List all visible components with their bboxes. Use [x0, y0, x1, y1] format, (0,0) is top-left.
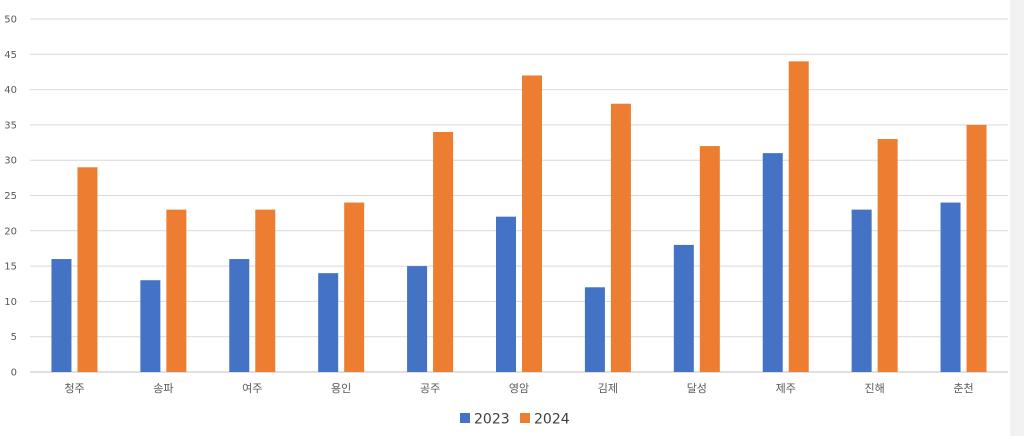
x-category-label: 용인 [331, 382, 351, 395]
x-category-label: 달성 [687, 382, 707, 395]
x-category-label: 제주 [776, 382, 796, 395]
bar-2023-용인 [318, 273, 339, 372]
x-category-label: 청주 [64, 382, 84, 395]
bar-2024-춘천 [966, 124, 987, 373]
y-tick-label: 40 [4, 85, 17, 96]
bar-2024-여주 [255, 209, 276, 372]
bar-2023-청주 [51, 259, 72, 372]
y-tick-label: 50 [4, 15, 17, 26]
x-category-label: 영암 [509, 382, 529, 395]
bar-2023-진해 [851, 209, 872, 372]
bar-2023-제주 [762, 153, 783, 372]
legend: 2023 2024 [460, 412, 570, 428]
bar-2023-춘천 [940, 202, 961, 372]
y-tick-label: 10 [4, 297, 17, 308]
bar-2024-김제 [610, 103, 631, 372]
x-category-label: 송파 [153, 382, 173, 395]
bar-2023-달성 [673, 244, 694, 372]
legend-swatch-2023 [460, 413, 470, 423]
bar-2024-용인 [344, 202, 365, 372]
x-category-label: 여주 [242, 382, 262, 395]
legend-label-2024: 2024 [534, 412, 570, 428]
y-tick-label: 35 [4, 120, 17, 131]
legend-label-2023: 2023 [474, 412, 510, 428]
y-axis-ticks: 0 5 10 15 20 25 30 35 40 45 50 [4, 15, 17, 379]
y-tick-label: 30 [4, 156, 17, 167]
bar-2023-공주 [407, 266, 428, 372]
x-category-label: 김제 [598, 382, 618, 395]
y-tick-label: 45 [4, 50, 17, 61]
bars [51, 61, 987, 373]
bar-2024-제주 [788, 61, 809, 373]
x-axis-categories: 청주 송파 여주 용인 공주 영암 김제 달성 제주 진해 춘천 [64, 381, 973, 395]
bar-2024-공주 [433, 131, 454, 372]
x-category-label: 진해 [865, 381, 885, 395]
bar-2024-청주 [77, 167, 98, 372]
y-tick-label: 0 [11, 368, 17, 379]
y-tick-label: 5 [11, 332, 17, 343]
legend-swatch-2024 [520, 413, 530, 423]
y-tick-label: 15 [4, 262, 17, 273]
bar-2024-영암 [522, 75, 542, 372]
x-category-label: 춘천 [953, 381, 973, 395]
y-tick-label: 25 [4, 191, 17, 202]
bar-2024-달성 [699, 146, 720, 372]
bar-2023-송파 [140, 280, 161, 372]
y-tick-label: 20 [4, 226, 17, 237]
gridlines [30, 18, 1008, 373]
bar-2023-여주 [229, 259, 250, 372]
x-category-label: 공주 [420, 382, 440, 395]
bar-2023-영암 [496, 216, 516, 372]
bar-2024-송파 [166, 209, 187, 372]
window-edge [1010, 0, 1024, 436]
bar-2024-진해 [877, 139, 898, 372]
bar-2023-김제 [584, 287, 605, 372]
